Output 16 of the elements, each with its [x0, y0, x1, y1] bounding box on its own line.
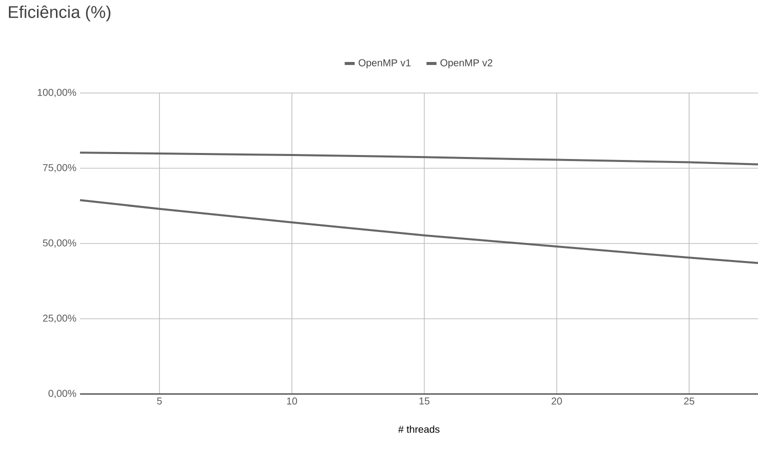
x-tick-label: 15: [420, 398, 430, 404]
line-series: [79, 152, 758, 166]
chart-title: Eficiência (%): [8, 6, 110, 22]
x-axis-title: # threads: [398, 425, 440, 433]
x-tick-label: 5: [157, 398, 162, 404]
x-tick-label: 20: [552, 398, 562, 405]
line-series: [79, 199, 758, 264]
y-tick-label: 100,00%: [38, 88, 76, 98]
legend-label: OpenMP v2: [440, 59, 492, 68]
y-tick-label: 0,00%: [48, 390, 76, 398]
x-tick-label: 25: [684, 398, 694, 405]
y-tick-label: 50,00%: [42, 239, 76, 248]
x-tick-label: 10: [287, 398, 298, 405]
y-tick-label: 75,00%: [43, 164, 76, 172]
legend-label: OpenMP v1: [358, 59, 411, 68]
y-tick-label: 25,00%: [43, 314, 76, 323]
